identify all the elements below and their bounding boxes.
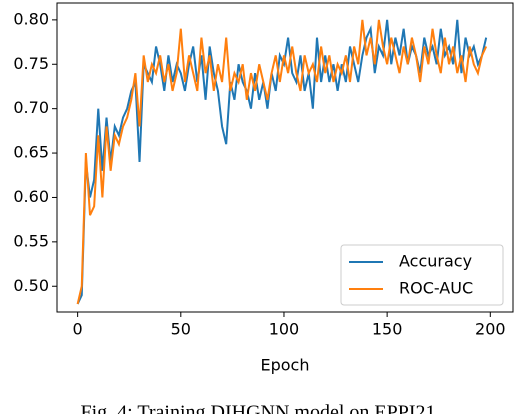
legend-label: ROC-AUC bbox=[399, 279, 473, 298]
y-tick-label: 0.65 bbox=[13, 143, 49, 162]
legend-label: Accuracy bbox=[399, 252, 472, 271]
y-tick-label: 0.60 bbox=[13, 187, 49, 206]
y-tick-label: 0.55 bbox=[13, 231, 49, 250]
x-tick-label: 100 bbox=[269, 320, 300, 339]
y-tick-label: 0.80 bbox=[13, 9, 49, 28]
caption: Fig. 4: Training DIHGNN model on EPPI21 bbox=[80, 402, 435, 414]
x-axis-label: Epoch bbox=[261, 356, 310, 375]
plot-frame bbox=[56, 2, 514, 313]
x-tick-label: 0 bbox=[73, 320, 83, 339]
y-tick-label: 0.70 bbox=[13, 98, 49, 117]
y-tick-label: 0.75 bbox=[13, 54, 49, 73]
x-tick-label: 150 bbox=[372, 320, 403, 339]
x-tick-label: 50 bbox=[171, 320, 191, 339]
y-tick-label: 0.50 bbox=[13, 276, 49, 295]
data-line bbox=[76, 19, 488, 305]
x-tick-label: 200 bbox=[475, 320, 506, 339]
